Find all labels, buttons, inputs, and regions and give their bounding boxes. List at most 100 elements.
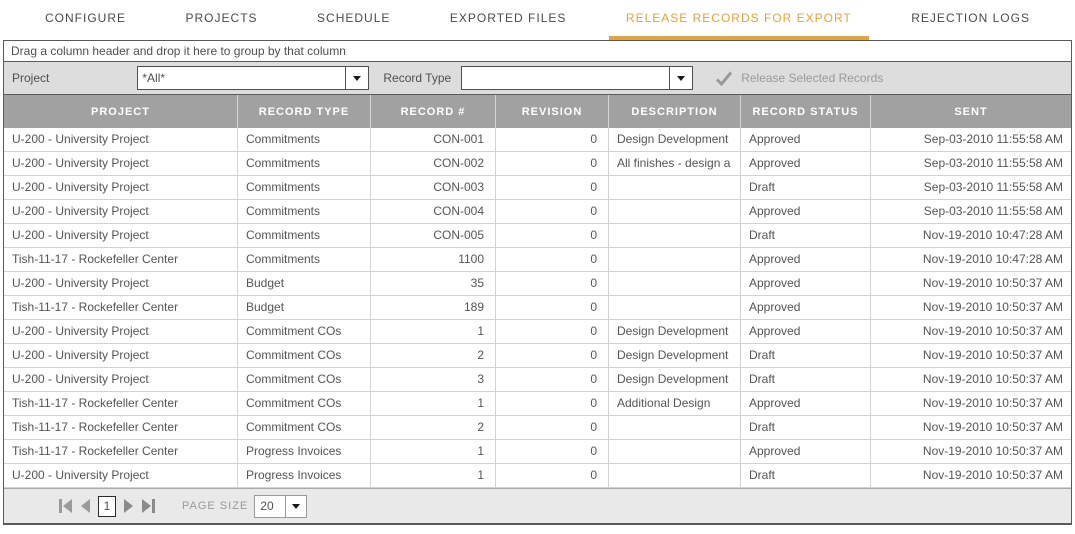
cell-record-status: Approved (741, 152, 871, 175)
group-by-drop-zone[interactable]: Drag a column header and drop it here to… (4, 41, 1071, 62)
record-row[interactable]: U-200 - University Project Commitments C… (4, 176, 1071, 200)
pager-bar: 1 PAGE SIZE 20 (4, 488, 1071, 523)
cell-record-type: Progress Invoices (238, 464, 371, 487)
record-row[interactable]: U-200 - University Project Commitments C… (4, 200, 1071, 224)
record-row[interactable]: U-200 - University Project Commitments C… (4, 224, 1071, 248)
cell-record-type: Commitments (238, 248, 371, 271)
column-header[interactable]: REVISION (496, 95, 609, 128)
grid-body: U-200 - University Project Commitments C… (4, 128, 1071, 488)
cell-record-status: Draft (741, 176, 871, 199)
last-page-icon (142, 499, 155, 513)
cell-revision: 0 (496, 416, 609, 439)
record-type-dropdown-button[interactable] (669, 66, 694, 90)
record-row[interactable]: Tish-11-17 - Rockefeller Center Budget 1… (4, 296, 1071, 320)
cell-record-number: 35 (371, 272, 496, 295)
cell-record-number: CON-001 (371, 128, 496, 151)
cell-description (609, 224, 741, 247)
cell-project: Tish-11-17 - Rockefeller Center (4, 440, 238, 463)
chevron-down-icon (292, 503, 301, 509)
column-header[interactable]: RECORD TYPE (238, 95, 371, 128)
cell-record-number: 2 (371, 416, 496, 439)
next-page-button[interactable] (123, 499, 134, 513)
cell-record-number: 2 (371, 344, 496, 367)
record-row[interactable]: Tish-11-17 - Rockefeller Center Commitme… (4, 392, 1071, 416)
cell-revision: 0 (496, 320, 609, 343)
cell-project: U-200 - University Project (4, 176, 238, 199)
cell-record-number: CON-003 (371, 176, 496, 199)
cell-sent: Sep-03-2010 11:55:58 AM (923, 180, 1063, 194)
tab-label: SCHEDULE (317, 11, 391, 25)
cell-sent: Nov-19-2010 10:50:37 AM (922, 300, 1063, 314)
cell-record-number: 1 (371, 392, 496, 415)
cell-project: U-200 - University Project (4, 224, 238, 247)
record-row[interactable]: U-200 - University Project Commitments C… (4, 152, 1071, 176)
record-row[interactable]: Tish-11-17 - Rockefeller Center Commitme… (4, 248, 1071, 272)
column-header[interactable]: RECORD STATUS (741, 95, 871, 128)
filter-toolbar: Project Record Type Release Selected Rec… (4, 62, 1071, 95)
cell-description: Design Development (609, 320, 741, 343)
project-filter-combobox (137, 66, 370, 90)
cell-description: Design Development (609, 368, 741, 391)
record-row[interactable]: U-200 - University Project Commitment CO… (4, 320, 1071, 344)
cell-record-type: Commitment COs (238, 320, 371, 343)
project-filter-input[interactable] (137, 66, 346, 90)
cell-record-status: Approved (741, 320, 871, 343)
record-row[interactable]: U-200 - University Project Budget 35 0 A… (4, 272, 1071, 296)
cell-record-type: Progress Invoices (238, 440, 371, 463)
record-row[interactable]: Tish-11-17 - Rockefeller Center Commitme… (4, 416, 1071, 440)
cell-sent: Nov-19-2010 10:50:37 AM (922, 372, 1063, 386)
tab[interactable]: REJECTION LOGS (894, 0, 1047, 40)
cell-sent: Nov-19-2010 10:50:37 AM (922, 468, 1063, 482)
record-type-filter-input[interactable] (461, 66, 670, 90)
cell-sent: Nov-19-2010 10:50:37 AM (922, 396, 1063, 410)
record-row[interactable]: U-200 - University Project Progress Invo… (4, 464, 1071, 488)
column-header[interactable]: PROJECT (4, 95, 238, 128)
cell-description (609, 440, 741, 463)
cell-record-status: Draft (741, 416, 871, 439)
cell-record-status: Draft (741, 368, 871, 391)
cell-project: U-200 - University Project (4, 200, 238, 223)
record-type-filter-label: Record Type (383, 71, 452, 85)
project-filter-dropdown-button[interactable] (345, 66, 370, 90)
column-header[interactable]: DESCRIPTION (609, 95, 741, 128)
cell-record-status: Approved (741, 440, 871, 463)
previous-page-button[interactable] (80, 499, 91, 513)
cell-record-number: 1 (371, 440, 496, 463)
release-selected-records-button[interactable]: Release Selected Records (715, 71, 883, 86)
cell-sent: Sep-03-2010 11:55:58 AM (923, 156, 1063, 170)
tab[interactable]: RELEASE RECORDS FOR EXPORT (608, 0, 869, 40)
cell-record-status: Draft (741, 224, 871, 247)
record-row[interactable]: U-200 - University Project Commitments C… (4, 128, 1071, 152)
cell-record-number: 189 (371, 296, 496, 319)
cell-record-number: 1 (371, 464, 496, 487)
cell-project: U-200 - University Project (4, 320, 238, 343)
cell-revision: 0 (496, 368, 609, 391)
cell-record-number: 1 (371, 320, 496, 343)
chevron-down-icon (353, 75, 362, 81)
previous-page-icon (81, 499, 90, 513)
cell-record-type: Commitments (238, 128, 371, 151)
record-row[interactable]: Tish-11-17 - Rockefeller Center Progress… (4, 440, 1071, 464)
cell-record-status: Approved (741, 392, 871, 415)
last-page-button[interactable] (141, 499, 156, 513)
page-size-label: PAGE SIZE (182, 500, 249, 512)
tab[interactable]: PROJECTS (169, 0, 275, 40)
cell-revision: 0 (496, 464, 609, 487)
first-page-button[interactable] (58, 499, 73, 513)
cell-sent: Nov-19-2010 10:50:37 AM (922, 420, 1063, 434)
cell-record-status: Approved (741, 200, 871, 223)
current-page-button[interactable]: 1 (98, 495, 116, 517)
record-row[interactable]: U-200 - University Project Commitment CO… (4, 368, 1071, 392)
tab[interactable]: SCHEDULE (300, 0, 407, 40)
cell-record-type: Commitments (238, 224, 371, 247)
cell-record-type: Commitment COs (238, 392, 371, 415)
column-header[interactable]: SENT (954, 105, 988, 118)
page-size-dropdown-button[interactable] (285, 494, 308, 518)
record-row[interactable]: U-200 - University Project Commitment CO… (4, 344, 1071, 368)
tab[interactable]: CONFIGURE (28, 0, 143, 40)
column-header[interactable]: RECORD # (371, 95, 496, 128)
tab[interactable]: EXPORTED FILES (433, 0, 583, 40)
tab-label: PROJECTS (185, 11, 258, 25)
page-size-value[interactable]: 20 (254, 494, 286, 518)
cell-revision: 0 (496, 392, 609, 415)
